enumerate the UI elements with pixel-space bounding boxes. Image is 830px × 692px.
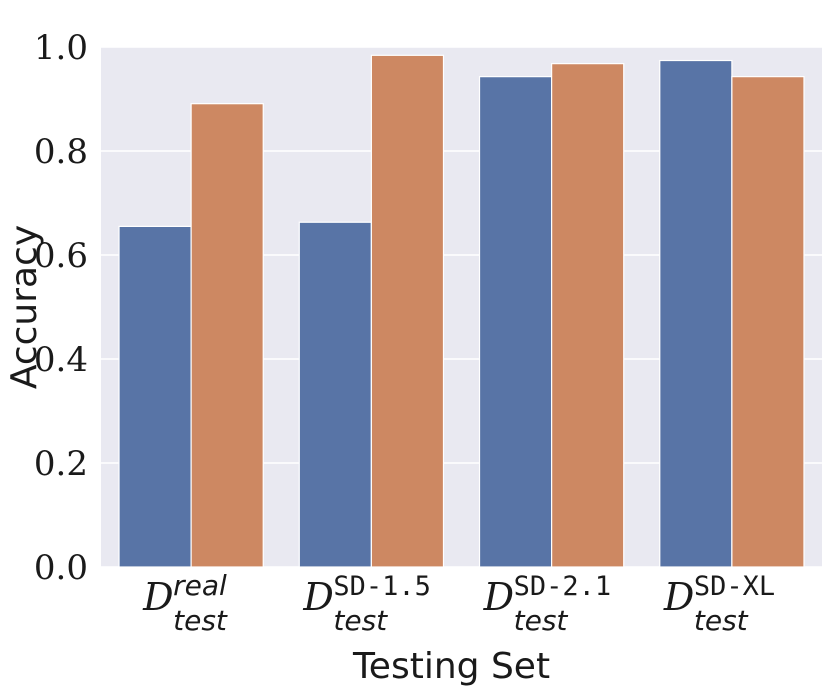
x-tick-label-main: D [663,575,694,619]
x-axis-title: Testing Set [352,646,550,687]
bar [298,221,372,568]
x-tick-label-subscript: test [173,604,228,637]
y-tick-labels: 0.0 0.2 0.4 0.6 0.8 1.0 [34,28,88,588]
x-tick-label-main: D [142,575,173,619]
bar [370,54,445,568]
y-tick-label: 0.8 [34,132,88,172]
bar [118,225,192,568]
y-tick-label: 1.0 [34,28,88,68]
bar [551,63,625,568]
x-tick-label-superscript: SD-XL [694,571,775,602]
y-tick-label: 0.2 [34,444,88,484]
x-tick-label-superscript: real [173,569,227,602]
bar [478,76,553,568]
x-tick-label-main: D [483,575,514,619]
x-tick-label-superscript: SD-2.1 [514,571,612,602]
y-tick-label: 0.0 [34,548,88,588]
bar [731,76,805,568]
y-tick-label: 0.6 [34,236,88,276]
x-tick-label-superscript: SD-1.5 [333,571,431,602]
x-tick-label-subscript: test [514,604,569,637]
x-tick-label-subscript: test [333,604,388,637]
bars [118,54,805,568]
bar [659,59,733,568]
x-tick-label-main: D [302,575,333,619]
x-tick-label-subscript: test [694,604,749,637]
bar [190,103,264,568]
y-tick-label: 0.4 [34,340,88,380]
y-axis-title: Accuracy [4,225,45,389]
